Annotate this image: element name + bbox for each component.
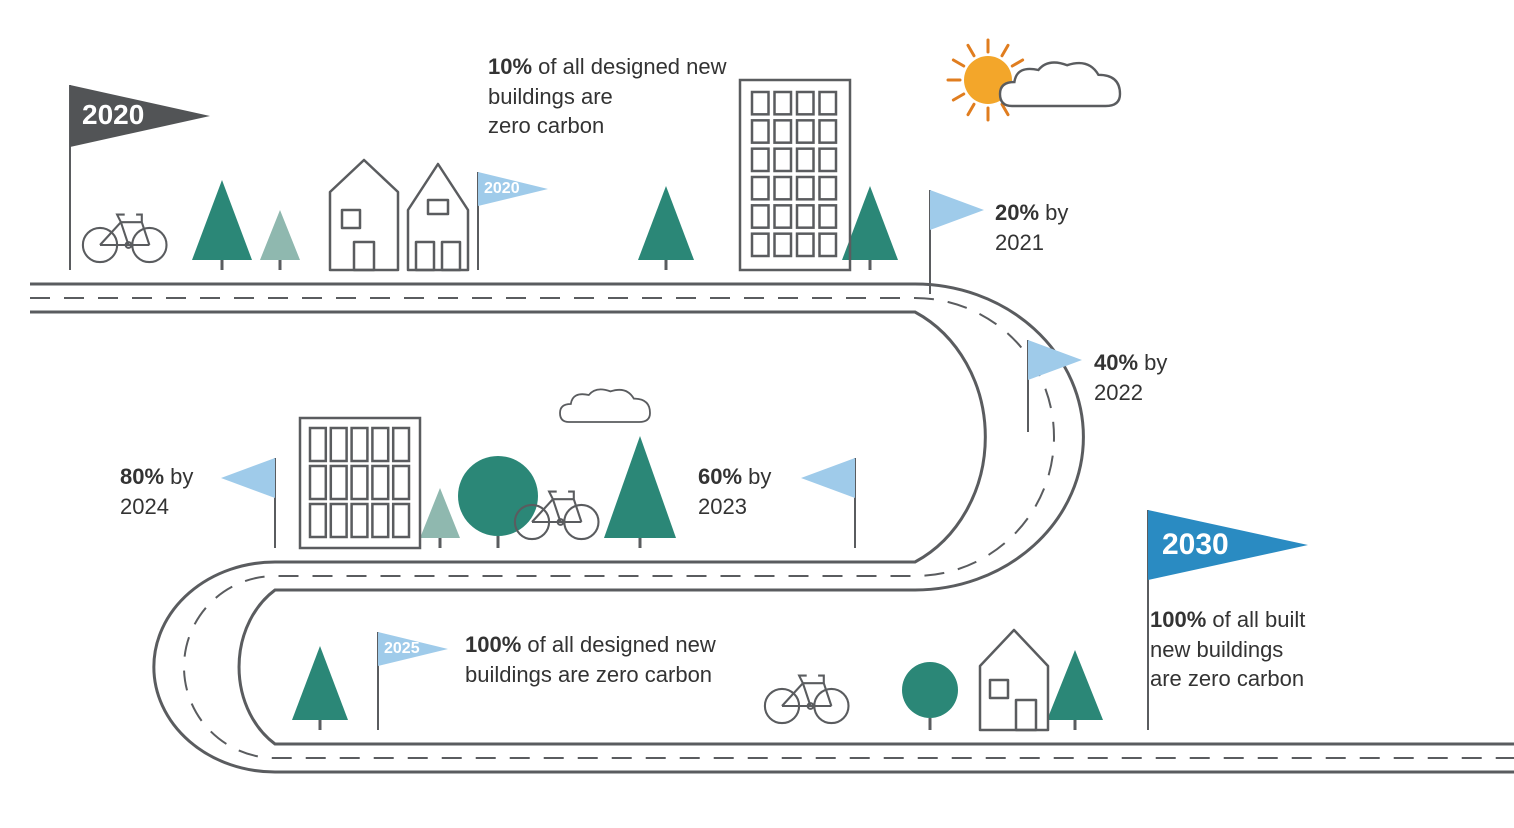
milestone-2023-text: 60% by 2023 xyxy=(698,462,771,521)
milestone-2024-text: 80% by 2024 xyxy=(120,462,193,521)
milestone-2020-text: 10% of all designed new buildings are ze… xyxy=(488,52,727,141)
mid-building xyxy=(300,418,420,548)
flag-2020-start-label: 2020 xyxy=(82,99,144,131)
milestone-2023-percent: 60% xyxy=(698,464,742,489)
flag-2025-label: 2025 xyxy=(384,640,420,658)
scene-svg xyxy=(0,0,1514,828)
milestone-2021-percent: 20% xyxy=(995,200,1039,225)
milestone-2030-percent: 100% xyxy=(1150,607,1206,632)
flag-2021-pennant xyxy=(930,190,984,230)
cloud-1 xyxy=(1000,63,1120,107)
tree-dark-0 xyxy=(192,180,252,260)
bicycle-icon-0 xyxy=(83,215,167,263)
flag-2020-mid-label: 2020 xyxy=(484,180,520,198)
tree-dark-3 xyxy=(604,436,676,538)
tree-round-1 xyxy=(902,662,958,718)
tree-dark-1 xyxy=(638,186,694,260)
tree-light-0 xyxy=(260,210,300,260)
infographic-canvas: 2020 2020 2025 2030 10% of all designed … xyxy=(0,0,1514,828)
sun-ray xyxy=(968,104,974,114)
milestone-2022-percent: 40% xyxy=(1094,350,1138,375)
cloud-2 xyxy=(560,389,650,422)
sun-ray xyxy=(1012,60,1022,66)
flag-2030-end-label: 2030 xyxy=(1162,528,1229,562)
tree-round-0 xyxy=(458,456,538,536)
bicycle-icon-2 xyxy=(765,676,849,724)
flag-2024-pennant xyxy=(221,458,275,498)
sun-ray xyxy=(953,94,963,100)
sun-ray xyxy=(1002,45,1008,55)
house-row3 xyxy=(980,630,1048,730)
milestone-2021-text: 20% by 2021 xyxy=(995,198,1068,257)
milestone-2025-percent: 100% xyxy=(465,632,521,657)
milestone-2020-percent: 10% xyxy=(488,54,532,79)
tree-dark-5 xyxy=(1047,650,1103,720)
milestone-2022-text: 40% by 2022 xyxy=(1094,348,1167,407)
milestone-2025-text: 100% of all designed new buildings are z… xyxy=(465,630,716,689)
milestone-2024-percent: 80% xyxy=(120,464,164,489)
tall-building xyxy=(740,80,850,270)
sun-ray xyxy=(968,45,974,55)
flag-2022-pennant xyxy=(1028,340,1082,380)
milestone-2030-text: 100% of all built new buildings are zero… xyxy=(1150,605,1305,694)
houses-row1 xyxy=(330,160,468,270)
flag-2023-pennant xyxy=(801,458,855,498)
sun-ray xyxy=(953,60,963,66)
tree-light-1 xyxy=(420,488,460,538)
tree-dark-4 xyxy=(292,646,348,720)
